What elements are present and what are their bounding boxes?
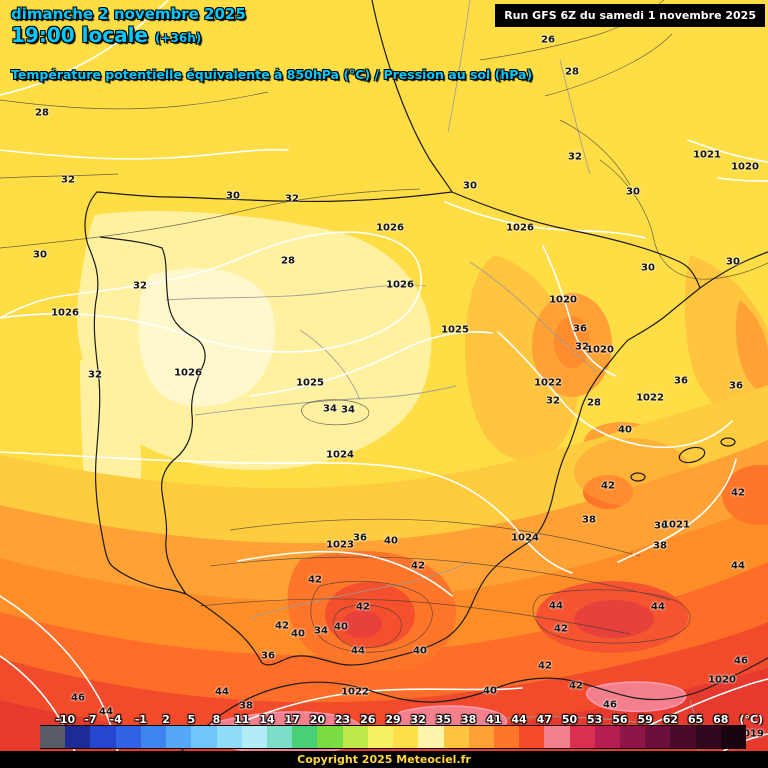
scale-cell bbox=[544, 726, 570, 748]
scale-cell bbox=[493, 726, 520, 748]
scale-cell bbox=[695, 726, 721, 748]
scale-cell bbox=[468, 726, 494, 748]
scale-cell bbox=[140, 726, 167, 748]
scale-cell bbox=[720, 726, 747, 748]
scale-cell bbox=[40, 726, 66, 748]
forecast-offset: (+36h) bbox=[154, 31, 202, 45]
scale-cell bbox=[115, 726, 141, 748]
scale-cell bbox=[443, 726, 469, 748]
scale-cell bbox=[670, 726, 696, 748]
forecast-time-text: 19:00 locale bbox=[11, 23, 148, 47]
scale-cell bbox=[65, 726, 91, 748]
scale-cell bbox=[216, 726, 242, 748]
scale-cell bbox=[594, 726, 621, 748]
scale-cell bbox=[241, 726, 267, 748]
scale-cell bbox=[191, 726, 217, 748]
scale-unit-label: (°C) bbox=[739, 713, 763, 726]
run-info-box: Run GFS 6Z du samedi 1 novembre 2025 bbox=[495, 4, 765, 27]
scale-cell bbox=[519, 726, 545, 748]
scale-cell bbox=[166, 726, 192, 748]
scale-cell bbox=[292, 726, 318, 748]
forecast-time: 19:00 locale (+36h) bbox=[11, 23, 201, 47]
scale-cell bbox=[393, 726, 419, 748]
scale-cell bbox=[342, 726, 368, 748]
bottom-strip: Copyright 2025 Meteociel.fr bbox=[0, 751, 768, 768]
scale-cell bbox=[645, 726, 671, 748]
scale-cell bbox=[418, 726, 444, 748]
map-parameter-title: Température potentielle équivalente à 85… bbox=[11, 67, 533, 82]
scale-cell bbox=[90, 726, 116, 748]
color-scale-bar bbox=[40, 725, 747, 749]
scale-cell bbox=[569, 726, 595, 748]
scale-cell bbox=[620, 726, 646, 748]
scale-cell bbox=[367, 726, 394, 748]
scale-cell bbox=[266, 726, 293, 748]
forecast-date: dimanche 2 novembre 2025 bbox=[11, 5, 246, 23]
scale-cell bbox=[317, 726, 343, 748]
copyright-text: Copyright 2025 Meteociel.fr bbox=[297, 753, 471, 766]
